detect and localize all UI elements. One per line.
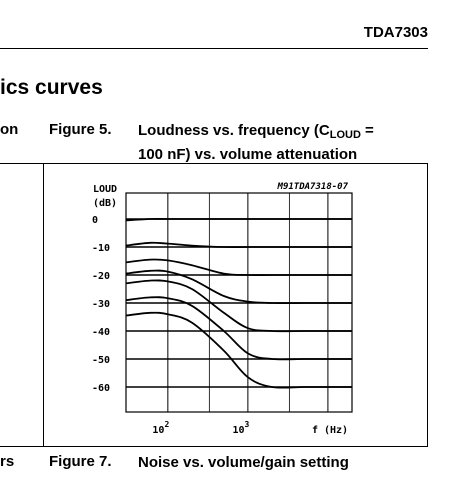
- curve-3: [125, 269, 352, 304]
- curve-1: [125, 241, 352, 248]
- figure5-title-subscript: LOUD: [329, 129, 361, 141]
- figure5-title-line2: 100 nF) vs. volume attenuation: [138, 146, 358, 163]
- y-axis-label-line2: (dB): [93, 198, 117, 209]
- header-rule: [0, 48, 428, 49]
- y-tick-label: -20: [92, 271, 110, 282]
- x-axis-label: f (Hz): [312, 425, 348, 436]
- x-tick-base: 10: [232, 425, 244, 436]
- figure5-title: Loudness vs. frequency (CLOUD = 100 nF) …: [138, 121, 374, 164]
- y-tick-label: -30: [92, 299, 110, 310]
- y-tick-label: -60: [92, 383, 110, 394]
- y-tick-label: -10: [92, 243, 110, 254]
- x-tick-base: 10: [152, 425, 164, 436]
- y-tick-label: -50: [92, 355, 110, 366]
- x-tick-exponent: 2: [164, 420, 169, 429]
- figure-box-top: [0, 163, 428, 164]
- figure-box-bottom: [0, 446, 428, 447]
- figure5-title-part2: =: [360, 122, 374, 139]
- y-axis-label-line1: LOUD: [93, 184, 117, 195]
- curve-6: [125, 311, 352, 389]
- section-title: ics curves: [0, 76, 103, 99]
- curve-4: [125, 279, 352, 333]
- figure-box-right: [427, 163, 428, 447]
- chart-code: M91TDA7318-07: [277, 182, 349, 192]
- curve-2: [125, 258, 352, 276]
- figure5-title-part1: Loudness vs. frequency (C: [138, 122, 330, 139]
- figure5-number: Figure 5.: [49, 121, 112, 138]
- y-tick-label: 0: [92, 215, 98, 226]
- curve-5: [125, 296, 352, 361]
- x-tick-label: 103: [232, 420, 249, 436]
- figure7-number: Figure 7.: [49, 453, 112, 470]
- curve-0: [125, 218, 352, 222]
- y-tick-label: -40: [92, 327, 110, 338]
- document-code: TDA7303: [363, 24, 428, 41]
- figure7-title: Noise vs. volume/gain setting: [138, 454, 349, 471]
- x-tick-exponent: 3: [244, 420, 249, 429]
- figure6-title-fragment: rs: [0, 453, 15, 470]
- figure-box-divider: [43, 163, 44, 447]
- figure4-title-fragment: on: [0, 121, 19, 138]
- x-tick-label: 102: [152, 420, 169, 436]
